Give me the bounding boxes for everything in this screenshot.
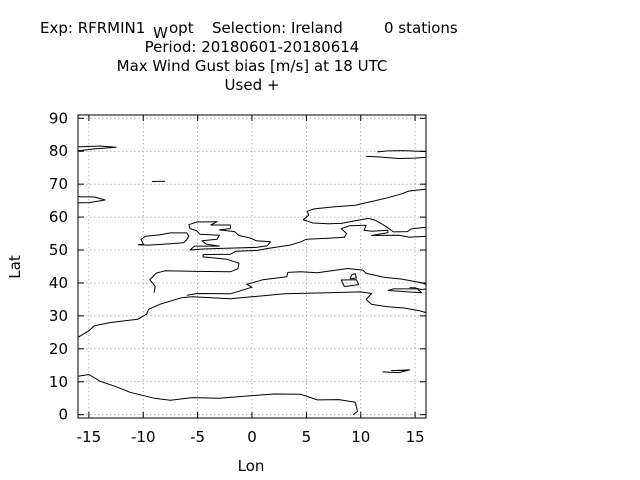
coastline-11: [377, 150, 427, 153]
y-tick-labels: 0 10 20 30 40 50 60 70 80 90: [49, 109, 68, 423]
grid: [78, 115, 426, 418]
title-exp-suffix: opt: [169, 19, 194, 37]
coastline-2: [77, 374, 358, 416]
title-used: Used +: [225, 76, 280, 94]
y-tick-label-5: 50: [49, 241, 68, 259]
y-axis-label: Lat: [6, 255, 24, 279]
coastline-6: [409, 287, 427, 291]
y-tick-label-6: 60: [49, 208, 68, 226]
title-selection: Selection: Ireland: [212, 19, 343, 37]
coastline-5: [186, 268, 427, 296]
y-tick-label-9: 90: [49, 109, 68, 127]
y-tick-label-3: 30: [49, 307, 68, 325]
x-tick-label-5: 10: [351, 428, 370, 446]
coastline-0: [77, 145, 117, 152]
x-tick-labels: -15 -10 -5 0 5 10 15: [77, 428, 425, 446]
x-tick-label-3: 0: [247, 428, 257, 446]
coastline-4: [149, 224, 427, 293]
coastline-16: [340, 279, 360, 288]
coastline-8: [188, 221, 271, 251]
x-tick-label-1: -10: [131, 428, 156, 446]
y-tick-label-4: 40: [49, 274, 68, 292]
title-stations: 0 stations: [384, 19, 458, 37]
coastline-7: [137, 232, 190, 246]
coastline-17: [387, 288, 423, 294]
plot-frame: [77, 114, 427, 419]
coastline-9: [302, 188, 427, 221]
title-variable: Max Wind Gust bias [m/s] at 18 UTC: [117, 57, 388, 75]
coastline-15: [349, 273, 357, 280]
title-exp-prefix: Exp: RFRMIN1: [40, 19, 145, 37]
y-tick-label-2: 20: [49, 340, 68, 358]
x-tick-label-4: 5: [302, 428, 312, 446]
coastline-1: [77, 196, 106, 204]
y-tick-label-0: 0: [58, 406, 68, 424]
x-tick-label-2: -5: [190, 428, 205, 446]
chart-title: Exp: RFRMIN1 W opt Selection: Ireland 0 …: [40, 19, 458, 94]
coastline-14: [382, 369, 411, 374]
coastline-3: [77, 291, 427, 338]
y-tick-label-1: 10: [49, 373, 68, 391]
y-tick-label-7: 70: [49, 175, 68, 193]
y-tick-label-8: 80: [49, 142, 68, 160]
coastline-10: [302, 217, 427, 233]
coastline-12: [366, 155, 427, 159]
title-exp-subscript: W: [153, 24, 168, 42]
x-axis-label: Lon: [238, 457, 265, 475]
x-tick-label-0: -15: [77, 428, 102, 446]
x-tick-label-6: 15: [406, 428, 425, 446]
coastlines: [77, 145, 427, 416]
title-period: Period: 20180601-20180614: [145, 38, 360, 56]
